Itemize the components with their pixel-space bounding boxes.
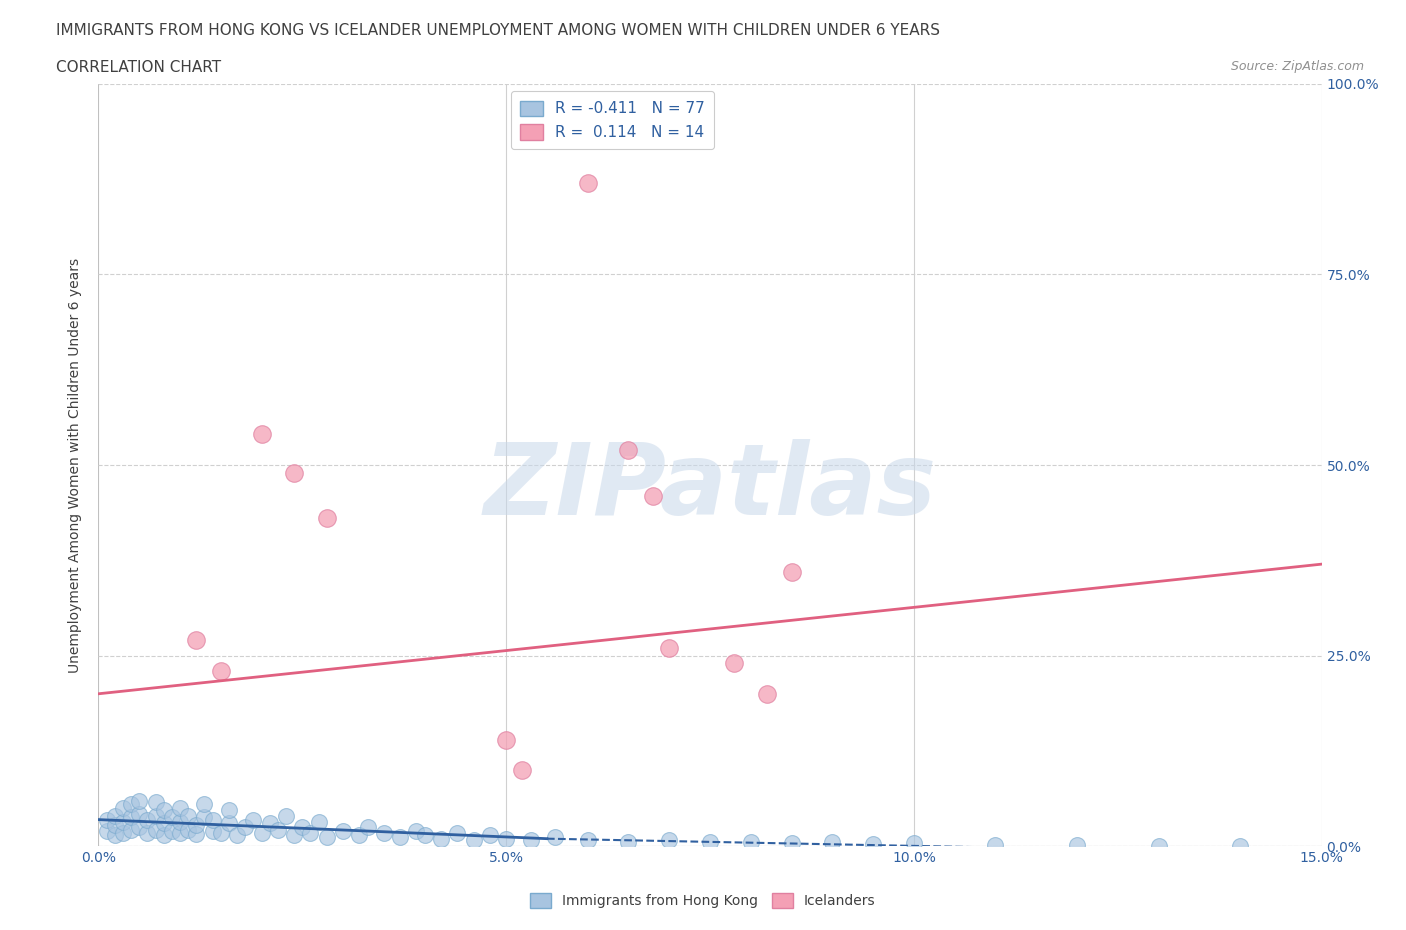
Point — [136, 812, 159, 827]
Point — [641, 488, 664, 503]
Point — [576, 176, 599, 191]
Point — [145, 822, 167, 837]
Legend: R = -0.411   N = 77, R =  0.114   N = 14: R = -0.411 N = 77, R = 0.114 N = 14 — [510, 91, 714, 150]
Point — [152, 803, 174, 817]
Point — [136, 825, 159, 840]
Point — [780, 836, 803, 851]
Point — [111, 801, 134, 816]
Point — [903, 836, 925, 851]
Point — [299, 825, 322, 840]
Text: Source: ZipAtlas.com: Source: ZipAtlas.com — [1230, 60, 1364, 73]
Point — [201, 812, 224, 827]
Point — [111, 815, 134, 830]
Point — [984, 837, 1007, 852]
Point — [169, 801, 191, 816]
Point — [152, 828, 174, 843]
Y-axis label: Unemployment Among Women with Children Under 6 years: Unemployment Among Women with Children U… — [69, 258, 83, 672]
Point — [267, 822, 290, 837]
Point — [193, 810, 215, 825]
Point — [233, 820, 256, 835]
Point — [512, 763, 534, 777]
Point — [283, 465, 305, 480]
Text: ZIPatlas: ZIPatlas — [484, 439, 936, 537]
Point — [259, 816, 281, 830]
Point — [308, 815, 330, 830]
Point — [373, 825, 395, 840]
Point — [740, 834, 762, 849]
Point — [128, 820, 150, 835]
Point — [1066, 837, 1088, 852]
Point — [463, 832, 485, 847]
Point — [104, 828, 127, 843]
Point — [430, 831, 453, 846]
Point — [186, 633, 208, 648]
Point — [177, 822, 200, 837]
Point — [617, 443, 640, 458]
Point — [332, 824, 354, 839]
Point — [120, 797, 142, 812]
Point — [544, 830, 567, 844]
Point — [120, 822, 142, 837]
Point — [209, 825, 232, 840]
Point — [780, 565, 803, 579]
Point — [576, 832, 599, 847]
Point — [756, 686, 779, 701]
Point — [169, 815, 191, 830]
Point — [186, 827, 208, 842]
Point — [519, 832, 541, 847]
Point — [723, 656, 745, 671]
Point — [821, 835, 844, 850]
Point — [699, 835, 721, 850]
Point — [145, 808, 167, 823]
Point — [1229, 838, 1251, 853]
Point — [291, 820, 314, 835]
Point — [349, 828, 371, 843]
Point — [209, 663, 232, 678]
Point — [250, 427, 273, 442]
Point — [389, 830, 412, 844]
Point — [177, 808, 200, 823]
Point — [495, 732, 517, 747]
Point — [283, 828, 305, 843]
Point — [96, 824, 118, 839]
Point — [128, 807, 150, 822]
Point — [658, 832, 681, 847]
Point — [145, 794, 167, 809]
Point — [160, 810, 183, 825]
Point — [274, 808, 297, 823]
Point — [356, 820, 378, 835]
Point — [242, 812, 264, 827]
Point — [1147, 838, 1170, 853]
Text: CORRELATION CHART: CORRELATION CHART — [56, 60, 221, 75]
Point — [446, 825, 468, 840]
Point — [96, 812, 118, 827]
Point — [862, 837, 884, 852]
Point — [413, 828, 436, 843]
Point — [169, 825, 191, 840]
Legend: Immigrants from Hong Kong, Icelanders: Immigrants from Hong Kong, Icelanders — [524, 888, 882, 914]
Point — [226, 828, 249, 843]
Point — [218, 803, 240, 817]
Point — [315, 511, 337, 525]
Point — [120, 810, 142, 825]
Text: IMMIGRANTS FROM HONG KONG VS ICELANDER UNEMPLOYMENT AMONG WOMEN WITH CHILDREN UN: IMMIGRANTS FROM HONG KONG VS ICELANDER U… — [56, 23, 941, 38]
Point — [658, 641, 681, 656]
Point — [250, 825, 273, 840]
Point — [315, 830, 337, 844]
Point — [617, 834, 640, 849]
Point — [201, 824, 224, 839]
Point — [152, 816, 174, 830]
Point — [111, 825, 134, 840]
Point — [218, 816, 240, 830]
Point — [104, 808, 127, 823]
Point — [405, 824, 427, 839]
Point — [104, 817, 127, 832]
Point — [128, 793, 150, 808]
Point — [495, 831, 517, 846]
Point — [186, 817, 208, 832]
Point — [160, 824, 183, 839]
Point — [193, 797, 215, 812]
Point — [478, 828, 501, 843]
